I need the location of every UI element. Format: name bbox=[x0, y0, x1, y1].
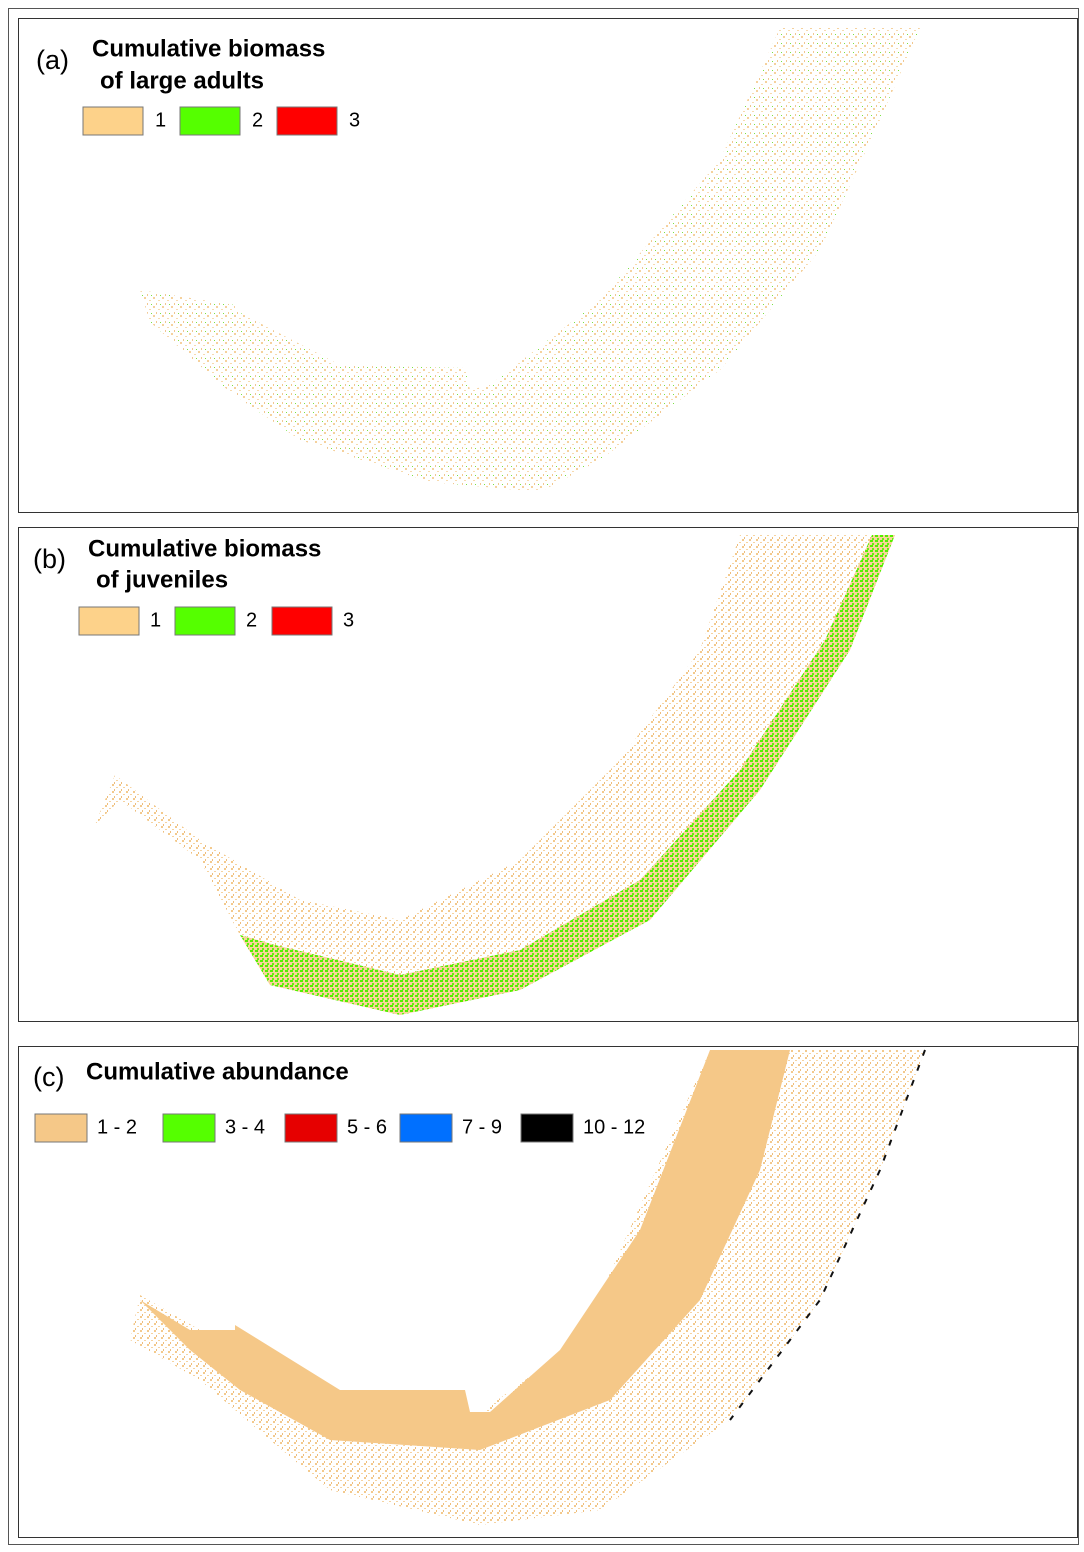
page: (a) Cumulative biomass of large adults 1 2 3 … bbox=[0, 0, 1084, 1552]
legend-label: 3 bbox=[343, 609, 354, 631]
legend-swatch bbox=[83, 107, 143, 135]
legend-label: 3 bbox=[349, 109, 360, 131]
legend-label: 2 bbox=[252, 109, 263, 131]
legend-label: 1 bbox=[150, 609, 161, 631]
legend-label: 3 - 4 bbox=[225, 1116, 265, 1138]
legend-label: 2 bbox=[246, 609, 257, 631]
legend-label: 7 - 9 bbox=[462, 1116, 502, 1138]
legend-label: 5 - 6 bbox=[347, 1116, 387, 1138]
legend-swatch bbox=[285, 1114, 337, 1142]
legend-swatch bbox=[521, 1114, 573, 1142]
figure: (a) Cumulative biomass of large adults 1 2 3 … bbox=[0, 0, 1084, 1547]
panel-b: (b) Cumulative biomass of juveniles 1 2 3 bbox=[19, 528, 1078, 1022]
legend-swatch bbox=[400, 1114, 452, 1142]
panel-c: (c) Cumulative abundance 1 - 2 3 - 4 5 - 6 7 … bbox=[19, 1047, 1078, 1538]
panel-title: Cumulative biomass bbox=[92, 35, 325, 62]
legend-swatch bbox=[272, 607, 332, 635]
panel-title: of large adults bbox=[100, 67, 264, 94]
panel-title: Cumulative biomass bbox=[88, 535, 321, 562]
panel-title: Cumulative abundance bbox=[86, 1058, 349, 1085]
panel-label: (c) bbox=[33, 1062, 64, 1092]
legend-swatch bbox=[79, 607, 139, 635]
legend-swatch bbox=[163, 1114, 215, 1142]
legend-swatch bbox=[175, 607, 235, 635]
panel-label: (b) bbox=[33, 544, 66, 574]
legend-label: 1 - 2 bbox=[97, 1116, 137, 1138]
legend-label: 10 - 12 bbox=[583, 1116, 645, 1138]
panel-title: of juveniles bbox=[96, 566, 228, 593]
legend-swatch bbox=[180, 107, 240, 135]
legend-swatch bbox=[277, 107, 337, 135]
legend-swatch bbox=[35, 1114, 87, 1142]
panel-label: (a) bbox=[36, 45, 69, 75]
legend-label: 1 bbox=[155, 109, 166, 131]
panel-a: (a) Cumulative biomass of large adults 1 2 3 bbox=[19, 19, 1078, 513]
